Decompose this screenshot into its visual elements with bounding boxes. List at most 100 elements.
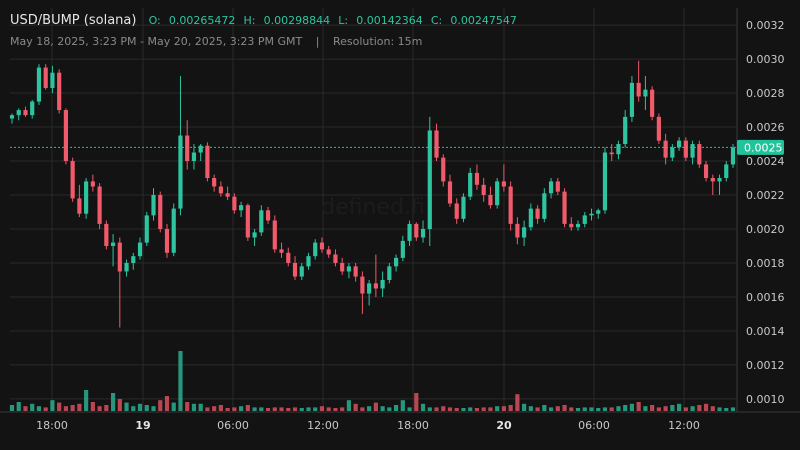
price-axis[interactable]: 0.0032 0.0030 0.0028 0.0026 0.0024 0.0022 0.00…: [746, 19, 785, 406]
candle-body: [609, 152, 614, 155]
candle-body: [488, 195, 493, 206]
candle-body: [623, 116, 628, 145]
x-tick-label: 12:00: [307, 419, 339, 432]
volume-bar: [589, 407, 594, 411]
volume-bar: [461, 408, 466, 411]
volume-bar: [84, 390, 89, 411]
volume-bar: [292, 407, 298, 411]
candle-body: [717, 178, 722, 182]
volume-bar: [414, 393, 419, 411]
candle-body: [306, 256, 311, 267]
candle-body: [670, 147, 675, 158]
watermark: defined.fi: [321, 195, 425, 220]
candles[interactable]: [9, 60, 736, 328]
volume-bar: [488, 407, 493, 411]
volume-bar: [400, 400, 405, 411]
candle-body: [589, 213, 594, 216]
candle-body: [697, 144, 702, 165]
candle-body: [414, 223, 419, 238]
ohlc-close-label: C:: [431, 14, 442, 27]
volume-bar: [212, 406, 217, 411]
time-range: May 18, 2025, 3:23 PM - May 20, 2025, 3:…: [10, 35, 303, 48]
candle-body: [387, 266, 392, 280]
candle-body: [555, 181, 560, 192]
volume-bar: [158, 400, 163, 411]
y-tick-label: 0.0018: [746, 257, 785, 270]
candle-body: [340, 262, 345, 272]
candle-body: [198, 145, 203, 153]
volume-bar: [104, 405, 109, 411]
candle-body: [218, 186, 223, 194]
y-tick-label: 0.0020: [746, 223, 785, 236]
volume-bar: [420, 403, 426, 411]
y-tick-label: 0.0024: [746, 155, 785, 168]
svg-text:May 18, 2025, 3:23 PM - May 20: May 18, 2025, 3:23 PM - May 20, 2025, 3:…: [10, 35, 422, 48]
volume-bar: [380, 406, 385, 411]
candle-body: [90, 181, 95, 187]
candle-body: [43, 67, 48, 88]
x-tick-label: 06:00: [578, 419, 610, 432]
candle-body: [9, 115, 15, 119]
candle-body: [286, 252, 291, 263]
volume-bar: [542, 405, 547, 411]
candle-body: [542, 193, 547, 219]
volume-bar: [481, 407, 486, 411]
candle-body: [77, 198, 82, 214]
volume-bar: [569, 407, 574, 411]
volume-bar: [360, 407, 365, 411]
candle-body: [212, 178, 217, 187]
volume-bar: [205, 407, 210, 411]
candle-body: [474, 172, 480, 185]
volume-bar: [346, 400, 352, 411]
volume-bar: [697, 405, 702, 411]
candle-body: [602, 152, 608, 211]
volume-bar: [373, 402, 378, 411]
candle-body: [400, 240, 405, 258]
candle-body: [508, 186, 513, 224]
candle-body: [319, 242, 325, 250]
volume-bar: [185, 402, 190, 411]
volume-bar: [616, 406, 621, 411]
volume-bar: [501, 406, 506, 411]
time-axis[interactable]: 18:00 19 06:00 12:00 18:00 20 06:00 12:00: [36, 419, 700, 432]
ohlc-low-label: L:: [338, 14, 348, 27]
candle-body: [468, 172, 473, 197]
candle-body: [333, 254, 338, 263]
candle-body: [562, 191, 567, 224]
x-tick-label: 12:00: [668, 419, 700, 432]
candle-body: [690, 144, 695, 158]
y-tick-label: 0.0030: [746, 53, 785, 66]
pair-title: USD/BUMP (solana): [10, 13, 136, 28]
svg-text:USD/BUMP (solana) O:: USD/BUMP (solana) O: 0.00265472 H: 0.002…: [10, 13, 517, 28]
candle-body: [629, 82, 635, 117]
volume-bar: [245, 405, 250, 411]
candle-body: [373, 283, 378, 289]
volume-bar: [602, 407, 608, 411]
candle-body: [427, 130, 432, 229]
candle-body: [461, 196, 466, 219]
candle-body: [245, 205, 250, 238]
volume-bar: [650, 405, 655, 411]
candle-body: [191, 152, 197, 162]
volume-bar: [286, 408, 291, 411]
candle-body: [353, 266, 358, 277]
volume-bar: [495, 406, 500, 411]
candle-body: [124, 262, 129, 272]
candle-body: [164, 228, 170, 253]
volume-bar: [191, 403, 197, 411]
candle-body: [454, 203, 459, 219]
header: USD/BUMP (solana) O: 0.00265472 H: 0.002…: [10, 13, 517, 48]
volume-bar: [326, 407, 331, 411]
volume-bar: [562, 405, 567, 411]
volume-bar: [434, 407, 439, 411]
volume-bar: [265, 408, 271, 411]
volume-bar: [407, 407, 412, 411]
volume-bar: [717, 407, 722, 411]
candle-body: [144, 215, 149, 243]
volume-bars: [9, 351, 736, 411]
candle-body: [137, 242, 143, 257]
last-price-tag: 0.0025: [737, 139, 784, 155]
candle-body: [481, 184, 486, 196]
volume-bar: [117, 399, 122, 411]
